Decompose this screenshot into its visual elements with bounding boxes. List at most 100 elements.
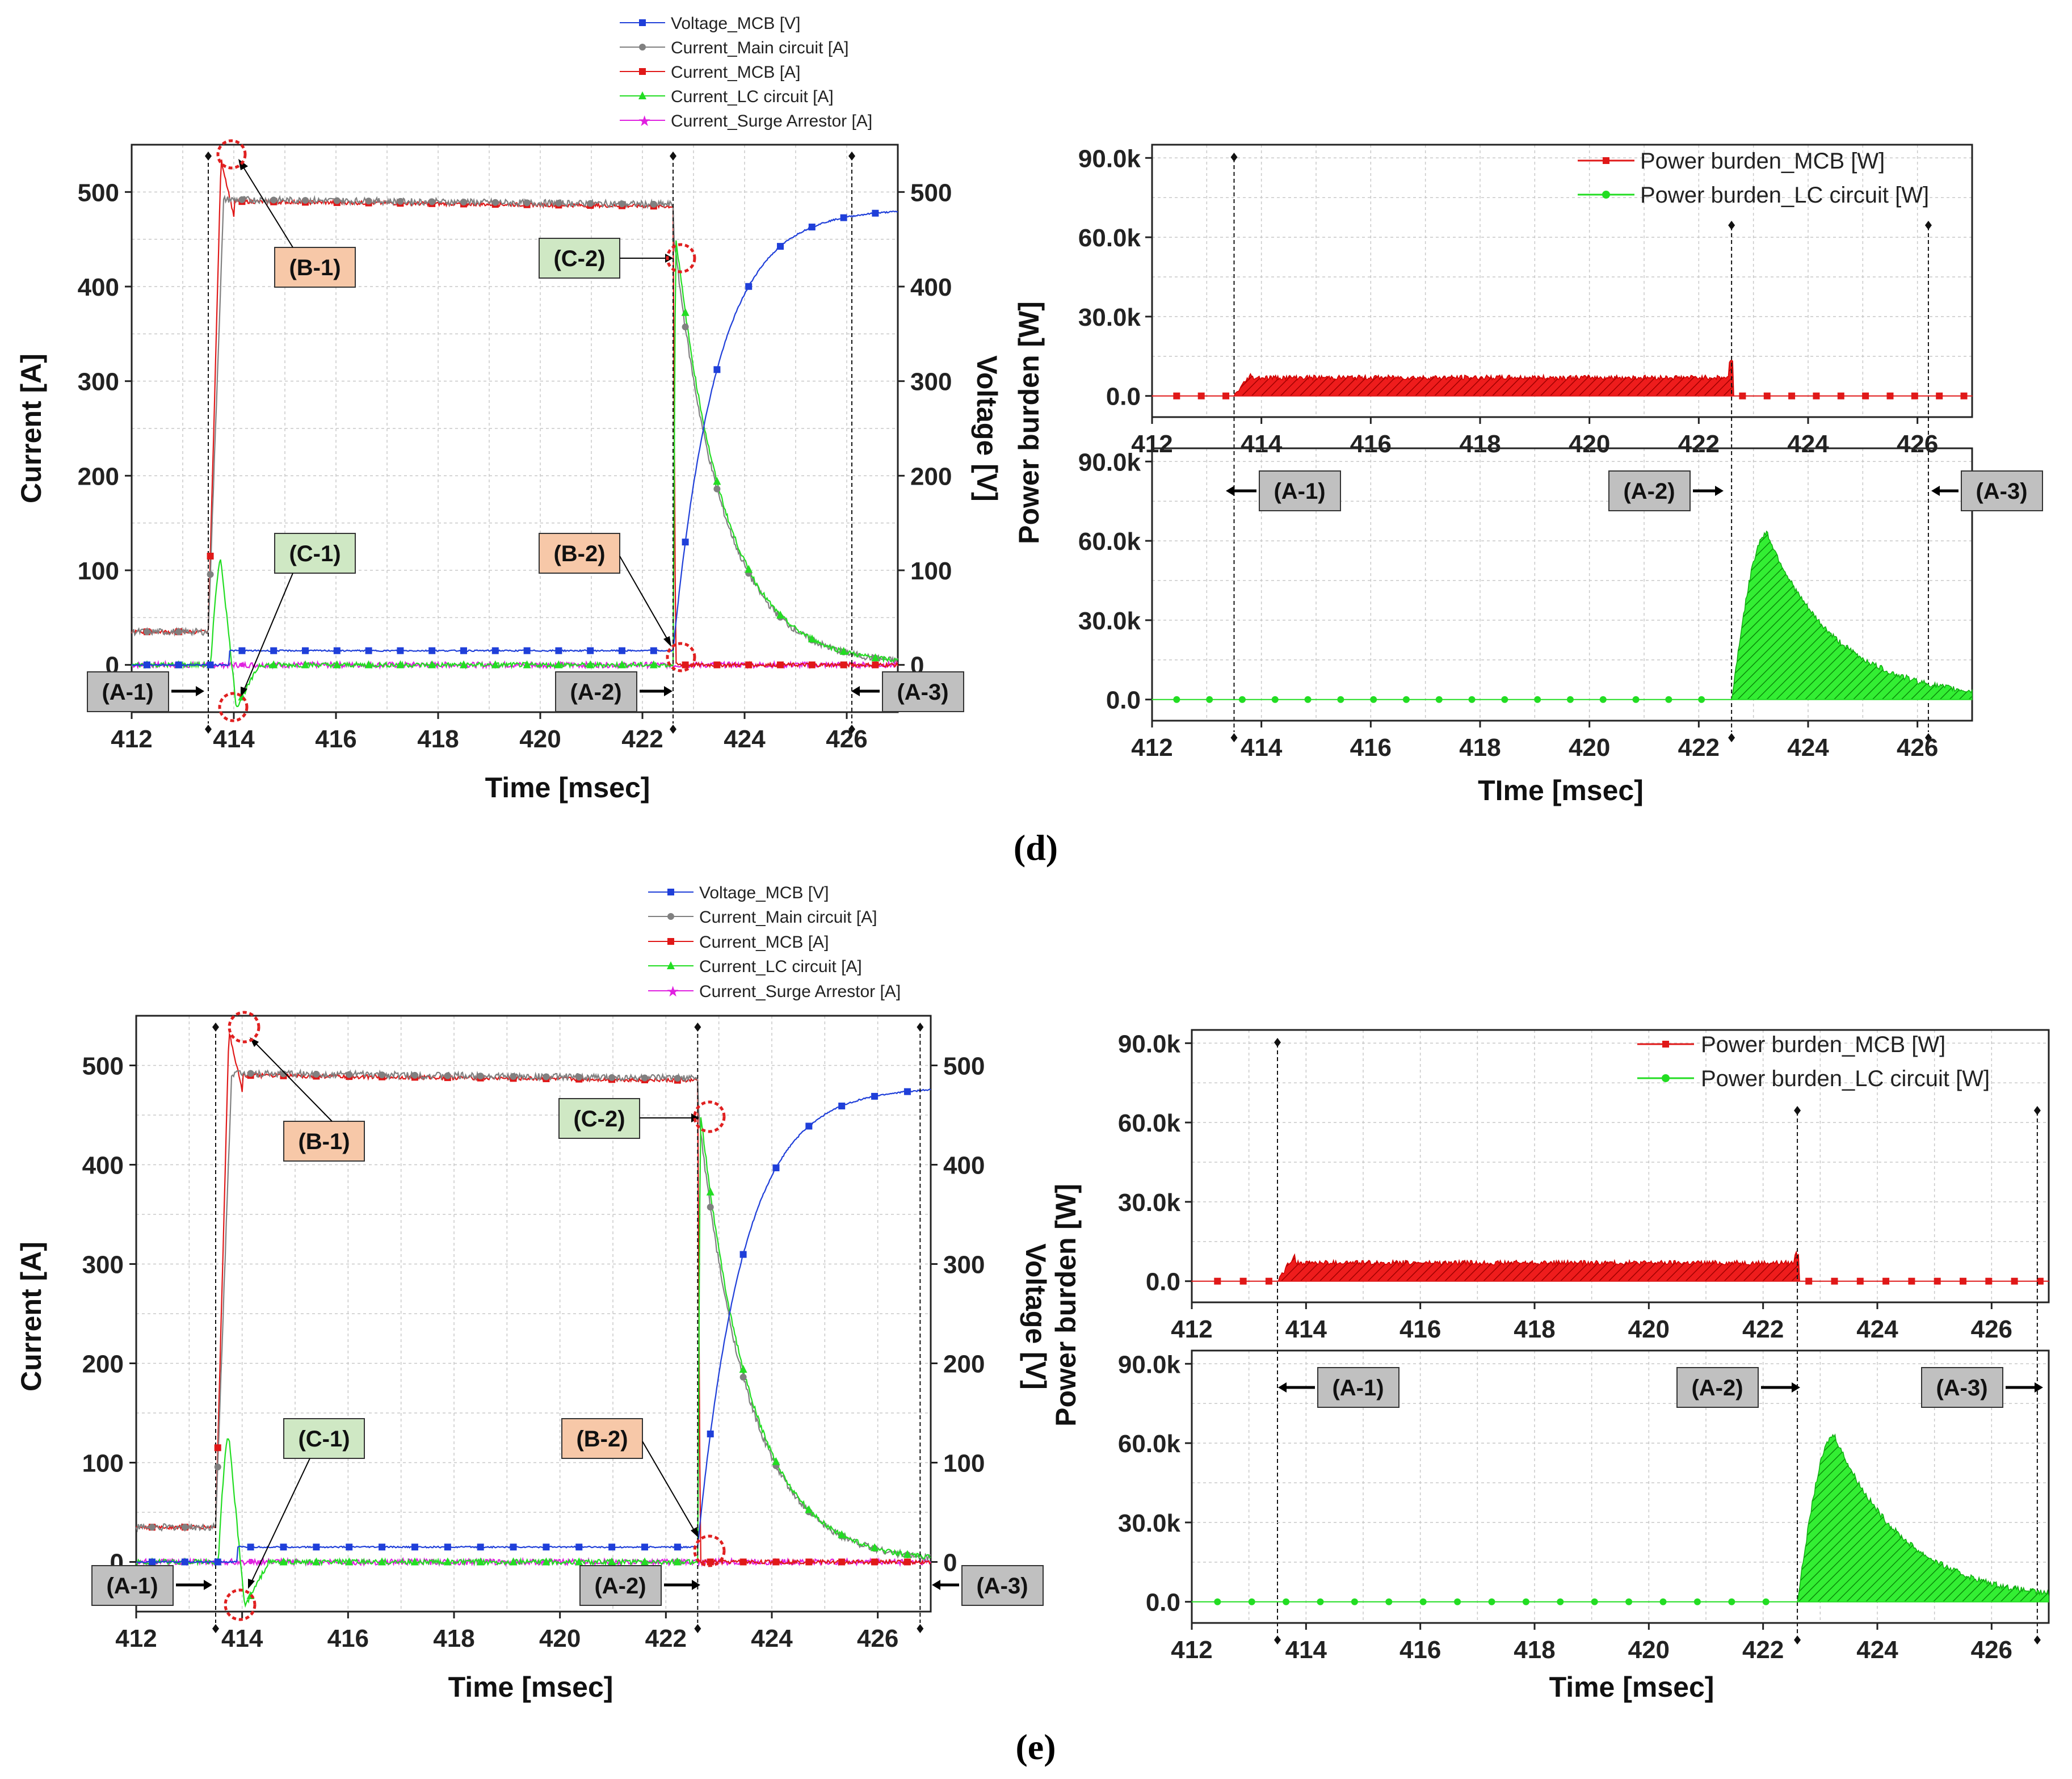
data-point [149, 1558, 155, 1566]
y2-tick-label: 400 [910, 274, 952, 301]
data-point [1454, 1598, 1461, 1605]
data-point [1625, 1598, 1633, 1605]
data-point [739, 1558, 747, 1566]
annot-a1: (A-1) [1226, 470, 1341, 511]
data-point [411, 1544, 418, 1551]
svg-text:(C-1): (C-1) [298, 1427, 350, 1452]
y-tick-label: 60.0k [1078, 224, 1141, 252]
data-point [608, 1074, 616, 1081]
data-point [313, 1544, 320, 1551]
annot-c2: (C-2) [558, 1098, 726, 1139]
plot-frame [1151, 447, 1973, 722]
y-axis-label: Power burden [W] [1050, 1184, 1082, 1427]
data-point [641, 1074, 648, 1082]
svg-text:(A-1): (A-1) [1274, 479, 1325, 504]
x-tick-label: 420 [1628, 1315, 1670, 1343]
x-tick-label: 418 [1514, 1636, 1555, 1664]
event-diamond [670, 725, 676, 734]
data-point [706, 1187, 715, 1196]
data-point [1534, 696, 1541, 703]
x-tick-label: 420 [1628, 1636, 1670, 1664]
caption-d: (d) [1014, 827, 1058, 868]
annot-a2: (A-2) [579, 1565, 700, 1606]
annotations: (A-1) (A-2) (A-3) [1278, 1367, 2043, 1408]
series-lc-current [131, 240, 898, 708]
series-mcb-voltage [131, 211, 898, 667]
data-point [1831, 1277, 1838, 1285]
data-point [903, 1088, 911, 1095]
legend-item-lc: Current_LC circuit [A] [620, 87, 834, 106]
y-tick-label: 0.0 [1106, 383, 1141, 411]
data-point [641, 1557, 649, 1566]
plot-frame [1191, 1349, 2050, 1624]
x-tick-label: 414 [221, 1625, 263, 1652]
data-point [1665, 696, 1672, 703]
annot-a1: (A-1) [87, 671, 204, 712]
x-axis-label: Time [msec] [448, 1671, 613, 1703]
data-point [1419, 1598, 1427, 1605]
x-tick-label: 418 [417, 725, 459, 753]
data-point [618, 660, 626, 668]
y2-tick-label: 100 [943, 1450, 985, 1478]
data-point [411, 1071, 418, 1079]
data-point [270, 660, 278, 668]
data-point [247, 1544, 254, 1551]
y-tick-label: 90.0k [1118, 1030, 1181, 1058]
data-point [1271, 696, 1279, 703]
data-point [477, 1544, 484, 1551]
y-tick-label: 400 [82, 1152, 124, 1180]
event-diamond [1924, 221, 1932, 230]
data-point [838, 1558, 846, 1566]
data-point [1557, 1598, 1564, 1605]
event-diamond [2033, 1635, 2041, 1645]
legend-label: Current_Main circuit [A] [699, 908, 877, 927]
power-bottom: 0.0 30.0k 60.0k 90.0k 412 414 416 418 420 422 424 4… [1078, 447, 1973, 762]
data-point [1197, 392, 1205, 399]
data-point [444, 1072, 451, 1079]
data-point [364, 660, 373, 668]
x-tick-label: 418 [1459, 430, 1501, 458]
data-point [713, 485, 721, 493]
y2-tick-label: 0 [943, 1549, 957, 1577]
data-point [713, 661, 721, 668]
y2-tick-label: 300 [910, 368, 952, 396]
data-point [491, 660, 499, 668]
data-point [1936, 392, 1943, 399]
data-point [673, 1557, 682, 1566]
x-tick-label: 426 [1897, 430, 1938, 458]
data-point [840, 661, 847, 668]
data-point [772, 1457, 780, 1465]
data-point [270, 647, 278, 654]
data-point [1728, 1598, 1735, 1605]
data-point [713, 477, 721, 485]
data-point [1862, 392, 1869, 399]
data-point [491, 647, 499, 654]
legend: Voltage_MCB [V] Current_Main circuit [A]… [648, 884, 901, 1001]
data-point [144, 661, 150, 668]
x-tick-label: 420 [539, 1625, 581, 1652]
plot-frame [1151, 144, 1973, 418]
annotations: (A-1) (A-2) (A-3) (B-1) (B-2) [91, 1011, 1044, 1621]
data-point [555, 200, 562, 207]
data-point [345, 1557, 354, 1566]
data-point [1488, 1598, 1495, 1605]
data-point [587, 647, 594, 654]
svg-text:(A-1): (A-1) [1332, 1376, 1384, 1401]
data-point [543, 1544, 550, 1551]
data-point [650, 200, 657, 208]
y-tick-label: 0.0 [1146, 1589, 1180, 1617]
data-point [772, 1558, 780, 1566]
markers [148, 1070, 911, 1599]
panel-e-power: 0.0 30.0k 60.0k 90.0k 412 414 416 418 420 422 424 4… [1050, 1029, 2050, 1703]
data-point [805, 1558, 813, 1566]
data-point [378, 1557, 386, 1566]
annotations: (A-1) (A-2) (A-3) (B-1) (B-2) [87, 139, 964, 722]
legend-item-main: Current_Main circuit [A] [648, 908, 877, 927]
data-point [1813, 392, 1820, 399]
event-diamond [1230, 153, 1238, 162]
event-diamond [1274, 1635, 1281, 1645]
data-point [1739, 392, 1746, 399]
data-point [346, 1071, 353, 1078]
